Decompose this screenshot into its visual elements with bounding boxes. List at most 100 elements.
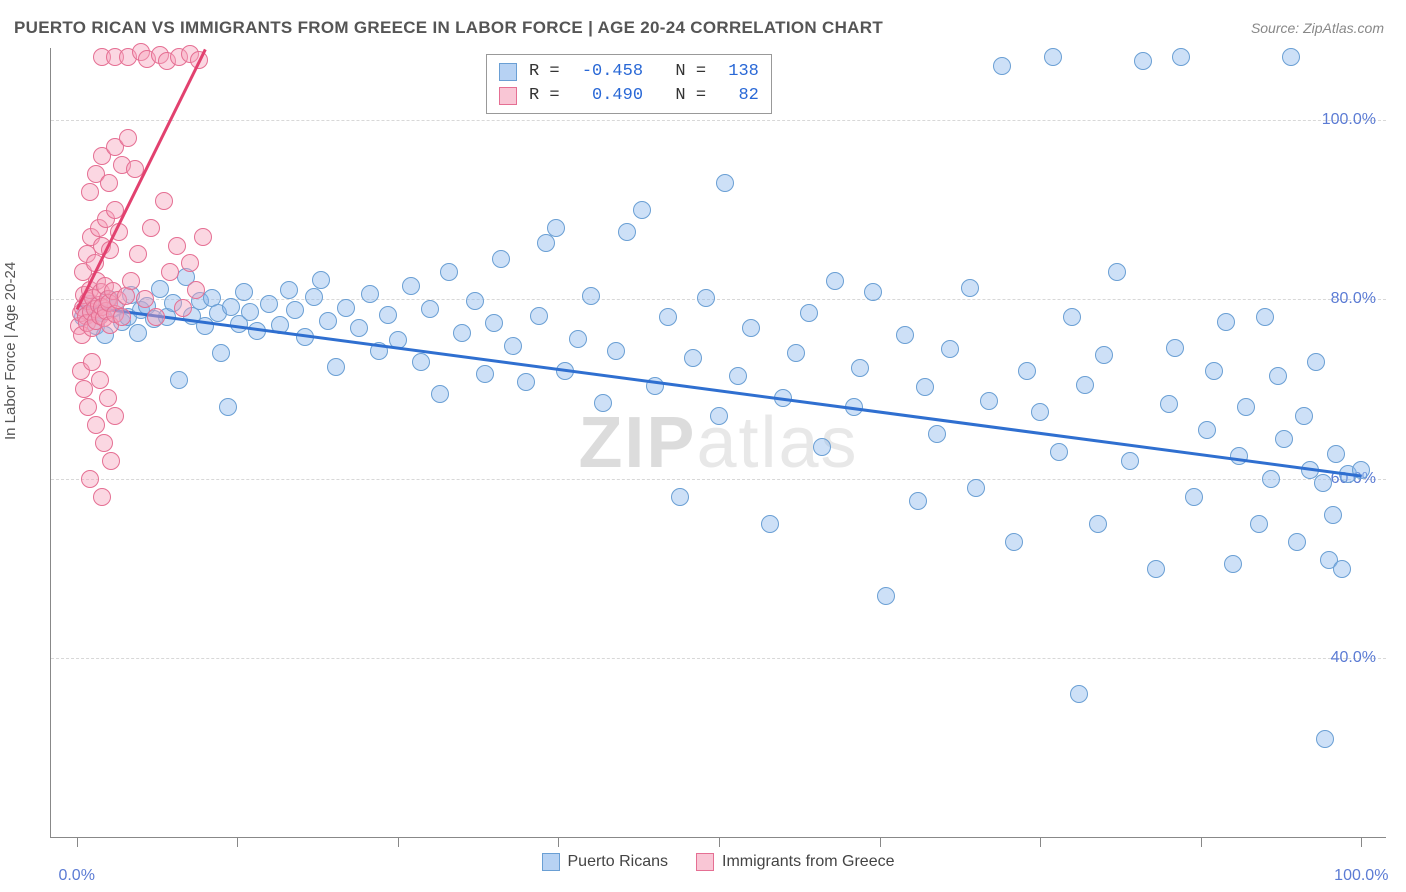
data-point <box>1076 376 1094 394</box>
data-point <box>379 306 397 324</box>
data-point <box>440 263 458 281</box>
data-point <box>980 392 998 410</box>
gridline-h <box>51 299 1386 300</box>
data-point <box>280 281 298 299</box>
xtick <box>237 837 238 847</box>
legend-swatch <box>542 853 560 871</box>
data-point <box>181 254 199 272</box>
plot-area: ZIPatlas 40.0%60.0%80.0%100.0%0.0%100.0% <box>50 48 1386 838</box>
data-point <box>729 367 747 385</box>
data-point <box>91 371 109 389</box>
data-point <box>1044 48 1062 66</box>
data-point <box>79 398 97 416</box>
data-point <box>993 57 1011 75</box>
data-point <box>967 479 985 497</box>
data-point <box>99 389 117 407</box>
data-point <box>485 314 503 332</box>
data-point <box>1316 730 1334 748</box>
data-point <box>119 129 137 147</box>
data-point <box>93 488 111 506</box>
data-point <box>1063 308 1081 326</box>
data-point <box>504 337 522 355</box>
data-point <box>1166 339 1184 357</box>
data-point <box>87 416 105 434</box>
data-point <box>1230 447 1248 465</box>
source-attribution: Source: ZipAtlas.com <box>1251 20 1384 36</box>
data-point <box>129 324 147 342</box>
gridline-h <box>51 658 1386 659</box>
data-point <box>961 279 979 297</box>
data-point <box>594 394 612 412</box>
data-point <box>916 378 934 396</box>
data-point <box>305 288 323 306</box>
data-point <box>1198 421 1216 439</box>
data-point <box>174 299 192 317</box>
data-point <box>1108 263 1126 281</box>
data-point <box>412 353 430 371</box>
data-point <box>813 438 831 456</box>
data-point <box>941 340 959 358</box>
data-point <box>466 292 484 310</box>
data-point <box>896 326 914 344</box>
legend-text: R = <box>529 60 570 84</box>
xtick <box>1361 837 1362 847</box>
legend-row: R = -0.458 N = 138 <box>499 60 759 84</box>
xtick <box>880 837 881 847</box>
xtick <box>719 837 720 847</box>
legend-value: 138 <box>728 60 759 84</box>
gridline-h <box>51 479 1386 480</box>
data-point <box>350 319 368 337</box>
xtick <box>398 837 399 847</box>
data-point <box>671 488 689 506</box>
data-point <box>100 174 118 192</box>
xtick <box>558 837 559 847</box>
data-point <box>1031 403 1049 421</box>
data-point <box>800 304 818 322</box>
data-point <box>1224 555 1242 573</box>
legend-swatch <box>499 87 517 105</box>
data-point <box>1314 474 1332 492</box>
data-point <box>129 245 147 263</box>
data-point <box>1256 308 1274 326</box>
data-point <box>1070 685 1088 703</box>
data-point <box>1095 346 1113 364</box>
data-point <box>530 307 548 325</box>
data-point <box>1237 398 1255 416</box>
series-legend: Puerto Ricans Immigrants from Greece <box>50 853 1386 876</box>
data-point <box>212 344 230 362</box>
data-point <box>1134 52 1152 70</box>
legend-item: Puerto Ricans <box>542 853 669 871</box>
data-point <box>851 359 869 377</box>
legend-swatch <box>696 853 714 871</box>
data-point <box>241 303 259 321</box>
data-point <box>928 425 946 443</box>
data-point <box>582 287 600 305</box>
legend-text: N = <box>655 60 716 84</box>
data-point <box>431 385 449 403</box>
data-point <box>864 283 882 301</box>
data-point <box>1250 515 1268 533</box>
legend-item: Immigrants from Greece <box>696 853 894 871</box>
correlation-legend: R = -0.458 N = 138R = 0.490 N = 82 <box>486 54 772 114</box>
legend-value: 0.490 <box>582 84 643 108</box>
data-point <box>83 353 101 371</box>
data-point <box>260 295 278 313</box>
data-point <box>1327 445 1345 463</box>
legend-row: R = 0.490 N = 82 <box>499 84 759 108</box>
data-point <box>1185 488 1203 506</box>
data-point <box>421 300 439 318</box>
data-point <box>1217 313 1235 331</box>
data-point <box>1160 395 1178 413</box>
trend-line <box>76 304 1361 478</box>
data-point <box>1307 353 1325 371</box>
data-point <box>95 434 113 452</box>
data-point <box>826 272 844 290</box>
data-point <box>286 301 304 319</box>
legend-label: Puerto Ricans <box>568 853 669 871</box>
legend-swatch <box>499 63 517 81</box>
chart-title: PUERTO RICAN VS IMMIGRANTS FROM GREECE I… <box>14 18 883 38</box>
data-point <box>1147 560 1165 578</box>
data-point <box>194 228 212 246</box>
y-axis-label: In Labor Force | Age 20-24 <box>2 262 19 440</box>
data-point <box>618 223 636 241</box>
